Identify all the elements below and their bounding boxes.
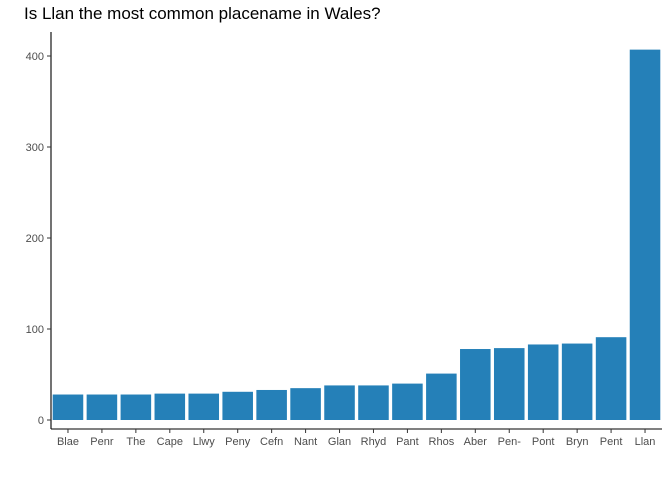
bar-blae <box>52 394 84 420</box>
chart-title: Is Llan the most common placename in Wal… <box>24 4 381 23</box>
bar-rhyd <box>358 385 389 420</box>
x-tick-label: Cefn <box>260 436 283 448</box>
bar-cape <box>154 393 186 420</box>
bar-cefn <box>256 389 287 420</box>
x-tick-label: Rhyd <box>361 436 387 448</box>
x-tick-label: Blae <box>57 436 79 448</box>
ticks-layer: Blae Penr The Cape Llwy Peny Cefn Nant Glan Rhyd P… <box>26 51 656 448</box>
x-tick-label: Pont <box>532 436 555 448</box>
bar-peny <box>222 391 253 420</box>
bar-aber <box>460 349 491 420</box>
bar-pen <box>493 348 525 420</box>
bar-rhos <box>426 373 457 420</box>
x-tick-label: Peny <box>225 436 251 448</box>
bars-layer <box>52 49 661 420</box>
x-tick-label: Glan <box>328 436 351 448</box>
x-tick-label: Cape <box>157 436 183 448</box>
bar-llan <box>629 49 661 420</box>
x-tick-label: Bryn <box>566 436 589 448</box>
y-tick-label: 0 <box>38 415 44 427</box>
x-tick-label: Pant <box>396 436 419 448</box>
bar-penr <box>86 394 118 420</box>
bar-the <box>120 394 152 420</box>
y-tick-label: 300 <box>26 142 44 154</box>
y-tick-label: 400 <box>26 51 44 63</box>
axes-layer <box>50 32 662 430</box>
bar-pant <box>392 383 423 420</box>
x-tick-label: Pent <box>600 436 623 448</box>
x-tick-label: Nant <box>294 436 317 448</box>
x-tick-label: Aber <box>464 436 488 448</box>
x-tick-label: Pen- <box>498 436 522 448</box>
x-tick-label: Penr <box>90 436 114 448</box>
x-tick-label: Rhos <box>429 436 455 448</box>
bar-glan <box>324 385 355 420</box>
y-tick-label: 200 <box>26 233 44 245</box>
y-tick-label: 100 <box>26 324 44 336</box>
bar-pont <box>527 344 559 420</box>
x-tick-label: Llwy <box>193 436 216 448</box>
x-tick-label: Llan <box>635 436 656 448</box>
bar-llwy <box>188 393 220 420</box>
x-tick-label: The <box>126 436 145 448</box>
bar-nant <box>290 388 321 420</box>
bar-bryn <box>561 343 593 420</box>
bar-pent <box>595 337 627 420</box>
